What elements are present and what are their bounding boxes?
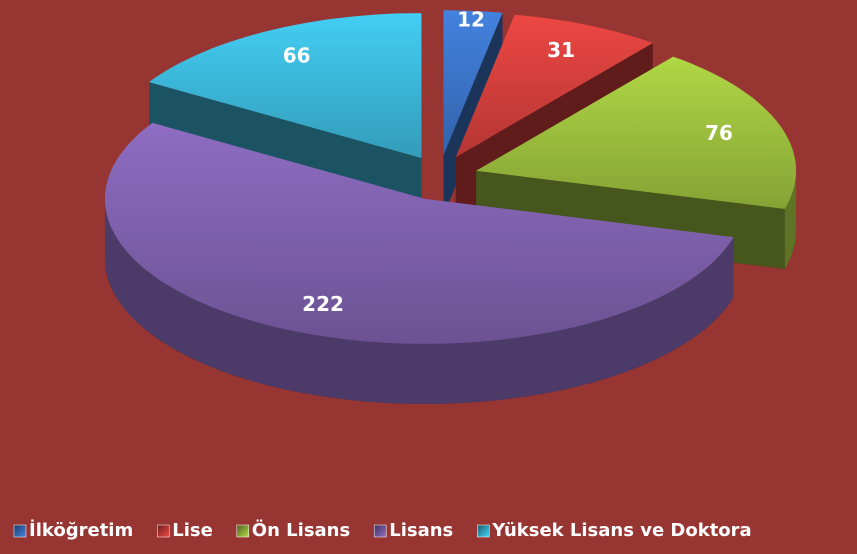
legend-label: Ön Lisans <box>252 519 350 541</box>
slice-wall <box>784 170 797 269</box>
slice-wall <box>104 198 734 404</box>
data-label: 66 <box>283 43 311 67</box>
legend-label: Lisans <box>389 520 453 541</box>
legend-label: Lise <box>172 520 213 541</box>
data-label: 222 <box>302 292 344 316</box>
legend-swatch <box>13 524 27 538</box>
legend-swatch <box>477 524 490 538</box>
legend-swatch <box>236 524 250 538</box>
data-label: 12 <box>457 8 485 32</box>
slice-top <box>104 122 734 344</box>
legend-label: Yüksek Lisans ve Doktora <box>491 520 751 541</box>
legend-swatch <box>373 524 387 538</box>
pie-slice <box>104 122 734 404</box>
slice-top <box>455 14 653 158</box>
data-label: 31 <box>547 38 575 62</box>
data-label: 76 <box>705 121 733 145</box>
slice-top <box>476 56 797 209</box>
slice-top <box>149 13 422 159</box>
legend-swatch <box>156 524 170 538</box>
legend-label: İlköğretim <box>29 519 133 541</box>
slice-top <box>443 10 503 156</box>
